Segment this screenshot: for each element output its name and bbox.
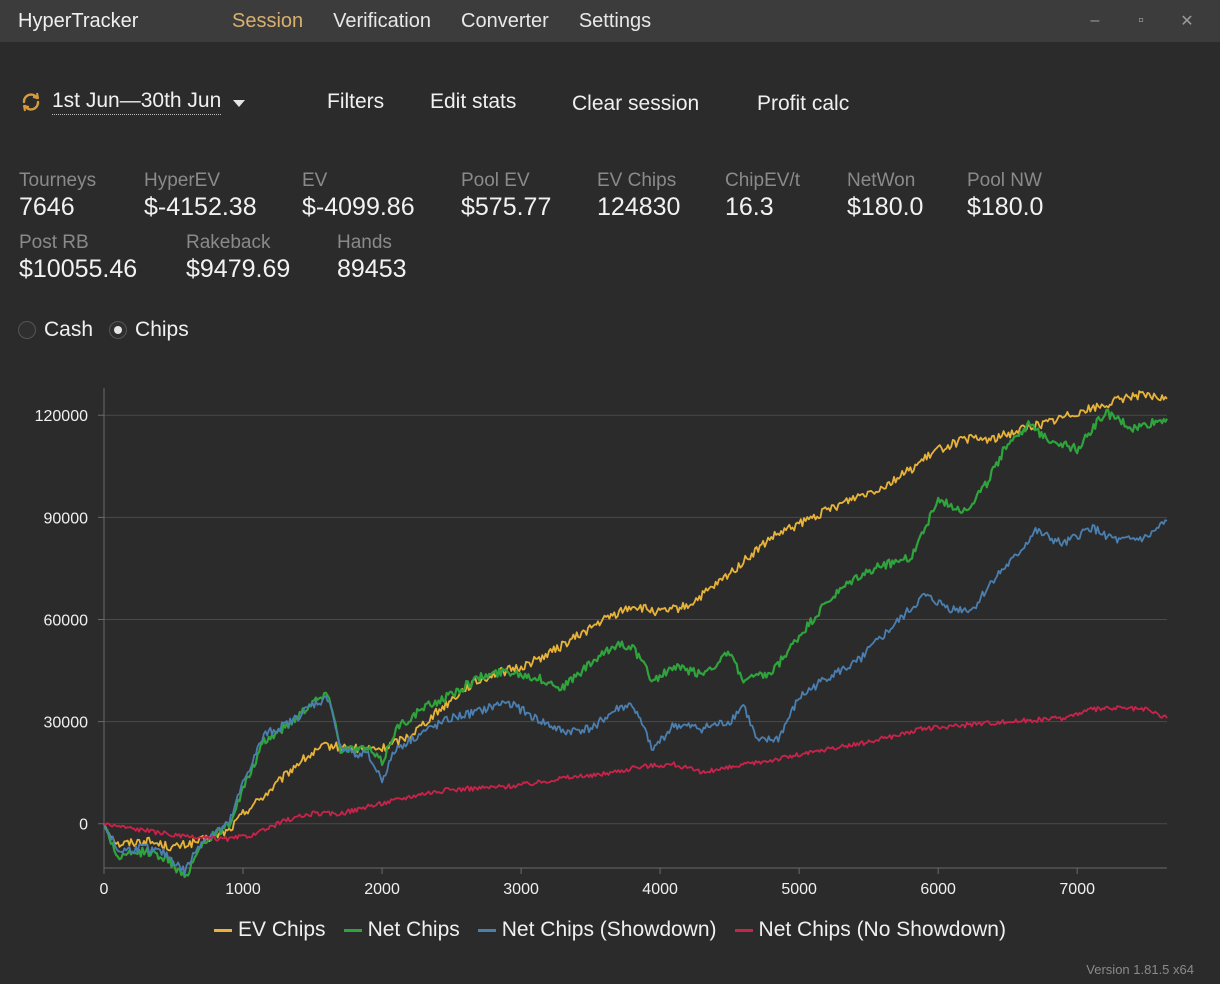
series-line-net-chips	[102, 408, 1168, 878]
legend-swatch	[477, 928, 496, 932]
stat-label: HyperEV	[144, 170, 221, 191]
edit-stats-button[interactable]: Edit stats	[430, 90, 517, 113]
x-tick-label: 6000	[920, 881, 956, 898]
stat-value: $-4152.38	[144, 193, 257, 221]
version-label: Version 1.81.5 x64	[1086, 962, 1194, 977]
axes	[98, 388, 1167, 874]
stat-netwon: NetWon $180.0	[847, 170, 923, 222]
stat-label: Pool EV	[461, 170, 530, 191]
chevron-down-icon[interactable]	[233, 99, 246, 107]
radio-circle[interactable]	[18, 321, 36, 339]
stat-value: $10055.46	[19, 255, 138, 283]
legend-label: Net Chips	[367, 918, 460, 941]
chart-legend: EV Chips Net Chips Net Chips (Showdown) …	[0, 918, 1220, 942]
stat-label: EV Chips	[597, 170, 677, 191]
legend-swatch	[343, 928, 362, 932]
legend-label: Net Chips (No Showdown)	[758, 918, 1006, 941]
minimize-button[interactable]: –	[1090, 12, 1100, 29]
clear-session-button[interactable]: Clear session	[572, 92, 700, 115]
stat-pool-nw: Pool NW $180.0	[967, 170, 1043, 222]
legend-label: Net Chips (Showdown)	[501, 918, 717, 941]
legend-label: EV Chips	[238, 918, 326, 941]
menu-converter[interactable]: Converter	[461, 9, 549, 32]
x-tick-label: 4000	[642, 881, 678, 898]
legend-swatch	[214, 928, 233, 932]
window-controls: – ▫ ✕	[1072, 0, 1210, 42]
series-line-net-chips-showdown	[103, 519, 1168, 876]
maximize-button[interactable]: ▫	[1138, 12, 1144, 29]
radio-circle-selected[interactable]	[109, 321, 128, 339]
x-tick-label: 3000	[503, 881, 539, 898]
stat-chipev-per-tourney: ChipEV/t 16.3	[725, 170, 800, 222]
series-line-ev-chips	[103, 390, 1168, 852]
legend-item-net-chips-showdown[interactable]: Net Chips (Showdown)	[477, 918, 717, 942]
stat-tourneys: Tourneys 7646	[19, 170, 96, 222]
stat-hands: Hands 89453	[337, 232, 407, 284]
stat-label: Rakeback	[186, 232, 271, 253]
refresh-icon[interactable]	[20, 91, 42, 113]
stat-label: NetWon	[847, 170, 916, 191]
stat-value: 16.3	[725, 193, 774, 221]
main-menu: Session Verification Converter Settings	[218, 10, 667, 33]
y-tick-label: 60000	[44, 612, 89, 629]
grid-lines	[104, 414, 1167, 825]
stat-value: 89453	[337, 255, 407, 283]
stat-pool-ev: Pool EV $575.77	[461, 170, 551, 222]
series-line-net-chips-no-showdown	[103, 705, 1168, 843]
stat-rakeback: Rakeback $9479.69	[186, 232, 290, 284]
mode-selector: Cash Chips	[18, 318, 205, 342]
y-tick-label: 90000	[44, 510, 89, 527]
stat-label: Hands	[337, 232, 392, 253]
tick-labels: 0 30000 60000 90000 120000 0 1000 2000 3000 4000 5…	[35, 408, 1095, 898]
menu-session[interactable]: Session	[232, 9, 304, 32]
stat-value: 7646	[19, 193, 75, 221]
stat-post-rb: Post RB $10055.46	[19, 232, 137, 284]
stat-value: $-4099.86	[302, 193, 415, 221]
y-tick-label: 120000	[35, 408, 88, 425]
y-tick-label: 0	[79, 817, 88, 834]
y-tick-label: 30000	[44, 715, 89, 732]
cash-radio[interactable]: Cash	[18, 318, 93, 342]
chips-graph: 0 30000 60000 90000 120000 0 1000 2000 3000 4000 5…	[35, 388, 1168, 898]
stat-label: EV	[302, 170, 328, 191]
close-button[interactable]: ✕	[1180, 13, 1194, 30]
x-tick-label: 0	[100, 881, 109, 898]
cash-radio-label[interactable]: Cash	[44, 318, 94, 341]
stat-value: $9479.69	[186, 255, 291, 283]
stat-label: ChipEV/t	[725, 170, 800, 191]
toolbar: 1st Jun—30th Jun	[20, 84, 246, 120]
menu-verification[interactable]: Verification	[333, 9, 431, 32]
legend-swatch	[734, 928, 753, 932]
legend-item-ev-chips[interactable]: EV Chips	[214, 918, 326, 942]
x-tick-label: 1000	[225, 881, 261, 898]
stat-label: Pool NW	[967, 170, 1042, 191]
profit-calc-button[interactable]: Profit calc	[757, 92, 850, 115]
date-range-selector[interactable]: 1st Jun—30th Jun	[20, 89, 246, 115]
menu-settings[interactable]: Settings	[578, 9, 652, 32]
chips-radio-label[interactable]: Chips	[135, 318, 189, 341]
stat-value: $180.0	[967, 193, 1044, 221]
stat-value: 124830	[597, 193, 681, 221]
x-tick-label: 2000	[364, 881, 400, 898]
stat-hyperev: HyperEV $-4152.38	[144, 170, 257, 222]
x-tick-label: 5000	[781, 881, 817, 898]
stat-ev: EV $-4099.86	[302, 170, 415, 222]
stat-label: Tourneys	[19, 170, 97, 191]
date-range-label[interactable]: 1st Jun—30th Jun	[52, 89, 222, 115]
legend-item-net-chips-no-showdown[interactable]: Net Chips (No Showdown)	[734, 918, 1006, 942]
stat-value: $575.77	[461, 193, 552, 221]
stat-value: $180.0	[847, 193, 924, 221]
legend-item-net-chips[interactable]: Net Chips	[343, 918, 460, 942]
x-tick-label: 7000	[1059, 881, 1095, 898]
title-bar: HyperTracker Session Verification Conver…	[0, 0, 1220, 42]
filters-button[interactable]: Filters	[327, 90, 385, 113]
app-title: HyperTracker	[18, 9, 139, 32]
stat-label: Post RB	[19, 232, 89, 253]
chips-radio[interactable]: Chips	[109, 318, 189, 342]
series-lines	[102, 390, 1168, 878]
stat-ev-chips: EV Chips 124830	[597, 170, 680, 222]
